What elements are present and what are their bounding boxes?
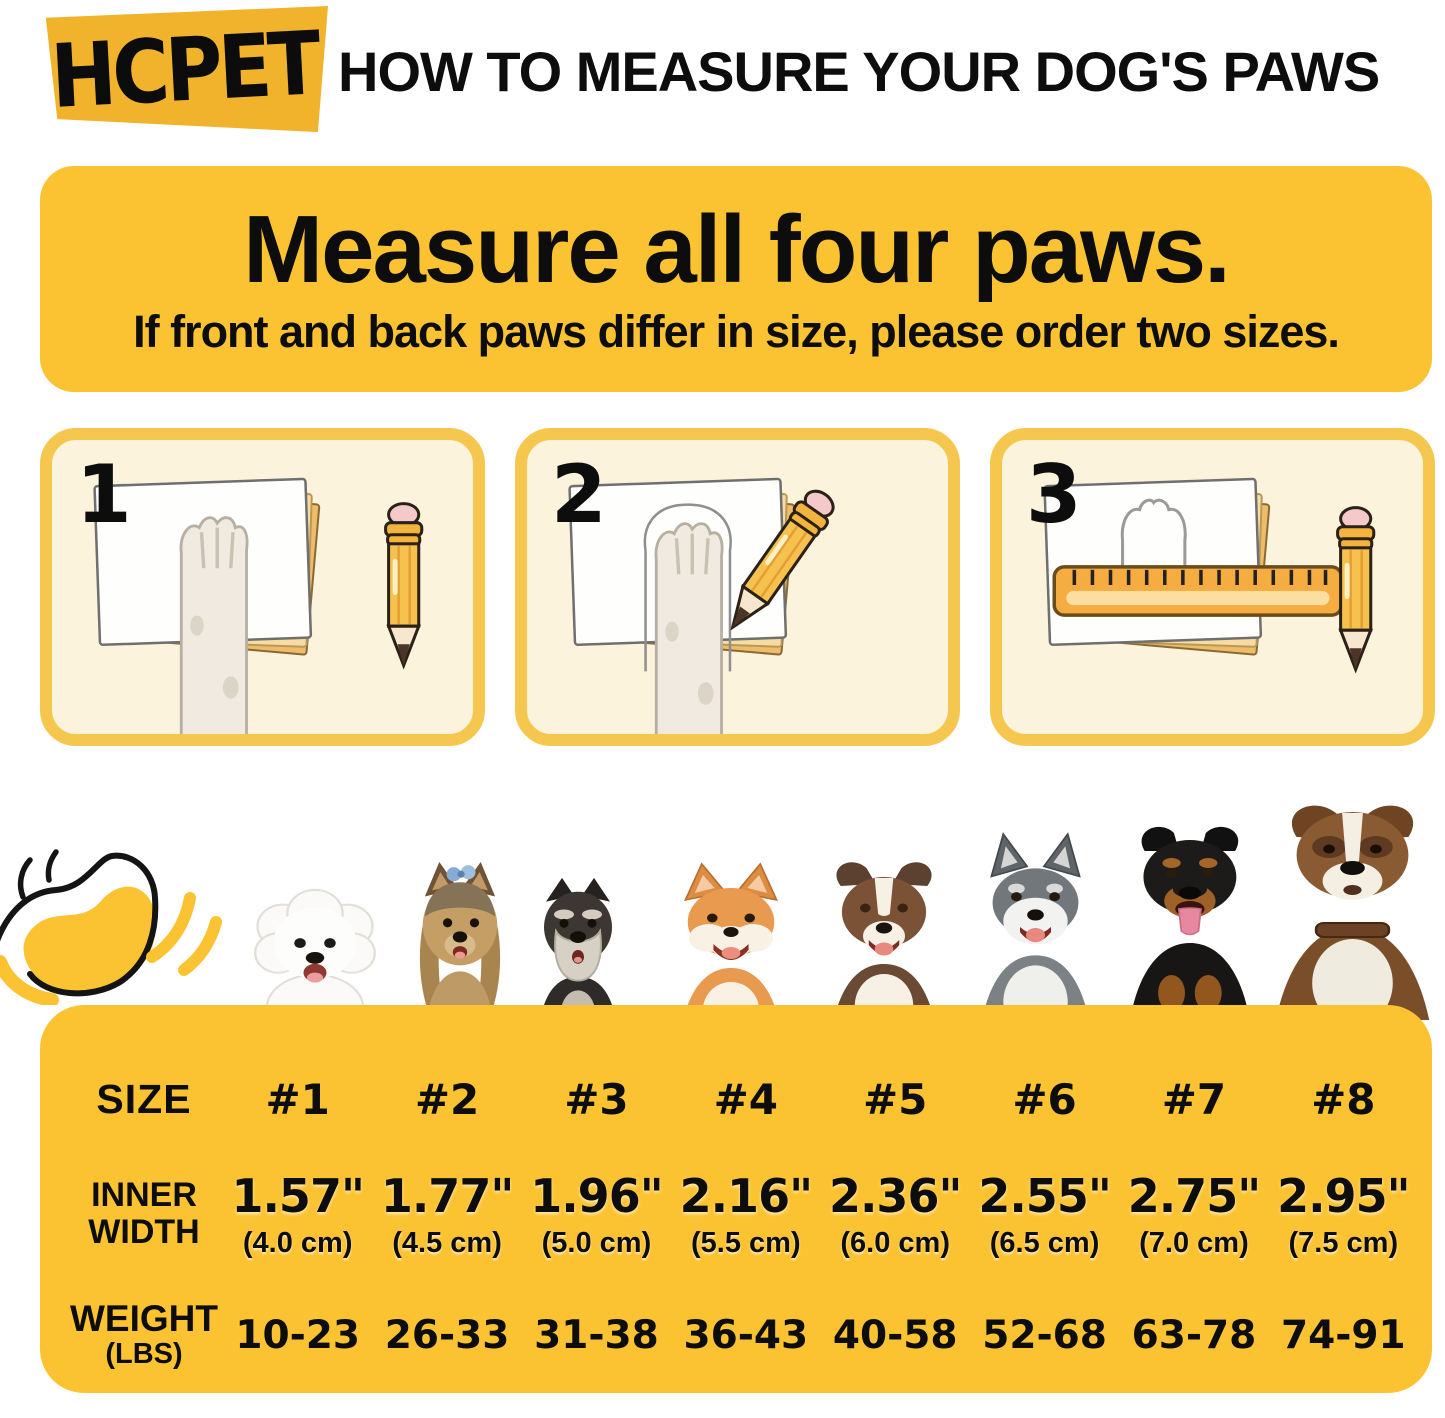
step-number-1: 1 [76, 448, 132, 541]
swoosh-decoration [0, 849, 222, 1005]
size-col-6: #6 [1012, 1074, 1077, 1124]
step-card-3: 3 [990, 428, 1435, 746]
header: HCPET HOW TO MEASURE YOUR DOG'S PAWS [0, 0, 1445, 150]
banner-title: Measure all four paws. [243, 195, 1231, 303]
instruction-banner: Measure all four paws. If front and back… [40, 166, 1432, 392]
inner-width-row-label: INNER WIDTH [88, 1175, 200, 1251]
size-col-1: #1 [265, 1074, 330, 1124]
weight-col-3: 31-38 [534, 1312, 659, 1358]
inner-width-col-7: 2.75" (7.0 cm) [1127, 1168, 1261, 1259]
hcpet-logo-text: HCPET [48, 13, 320, 129]
dog-photo-saint-bernard [1275, 805, 1430, 1020]
inner-width-col-1: 1.57" (4.0 cm) [231, 1168, 364, 1259]
step-card-2: 2 [515, 428, 960, 746]
page-title: HOW TO MEASURE YOUR DOG'S PAWS [338, 39, 1380, 103]
dog-lineup [0, 775, 1445, 1020]
inner-width-col-2: 1.77" (4.5 cm) [380, 1168, 514, 1259]
size-row-label: SIZE [96, 1075, 192, 1122]
steps-row: 1 2 3 [40, 428, 1435, 746]
size-col-3: #3 [564, 1074, 629, 1124]
step-number-3: 3 [1026, 448, 1082, 541]
weight-col-1: 10-23 [235, 1312, 361, 1358]
size-col-2: #2 [414, 1074, 480, 1124]
size-col-8: #8 [1311, 1074, 1376, 1124]
weight-col-5: 40-58 [832, 1312, 958, 1358]
weight-col-7: 63-78 [1131, 1312, 1257, 1358]
weight-col-2: 26-33 [384, 1312, 510, 1358]
ruler-measure-illustration [1043, 477, 1376, 671]
inner-width-col-5: 2.36" (6.0 cm) [828, 1168, 962, 1259]
hcpet-logo: HCPET [45, 6, 328, 133]
weight-col-8: 74-91 [1280, 1312, 1406, 1358]
banner-subtitle: If front and back paws differ in size, p… [133, 306, 1340, 358]
inner-width-col-3: 1.96" (5.0 cm) [530, 1168, 663, 1259]
dog-photo-bichon-frise [254, 888, 376, 1020]
dog-photo-australian-shepherd [833, 862, 935, 1020]
size-col-7: #7 [1161, 1074, 1227, 1124]
dog-photo-rottweiler [1130, 826, 1250, 1020]
size-col-5: #5 [862, 1074, 928, 1124]
dog-photo-shiba-inu [683, 862, 779, 1020]
weight-col-6: 52-68 [982, 1312, 1107, 1358]
size-chart-table: SIZE #1 #2 #3 #4 #5 #6 #7 #8 INNER WIDTH… [40, 1005, 1432, 1393]
ruler-icon [1052, 565, 1344, 617]
step-card-1: 1 [40, 428, 485, 746]
trace-paw-illustration [568, 477, 842, 734]
inner-width-col-4: 2.16" (5.5 cm) [679, 1168, 813, 1259]
step-number-2: 2 [551, 448, 607, 541]
weight-row-label: WEIGHT (LBS) [70, 1297, 218, 1371]
dog-photo-yorkshire-terrier [419, 862, 501, 1020]
weight-col-4: 36-43 [683, 1312, 809, 1358]
inner-width-col-6: 2.55" (6.5 cm) [978, 1168, 1111, 1259]
size-col-4: #4 [713, 1074, 779, 1124]
dog-photo-miniature-schnauzer [540, 877, 616, 1020]
dog-photo-alaskan-malamute [981, 832, 1090, 1020]
inner-width-col-8: 2.95" (7.5 cm) [1277, 1168, 1410, 1259]
